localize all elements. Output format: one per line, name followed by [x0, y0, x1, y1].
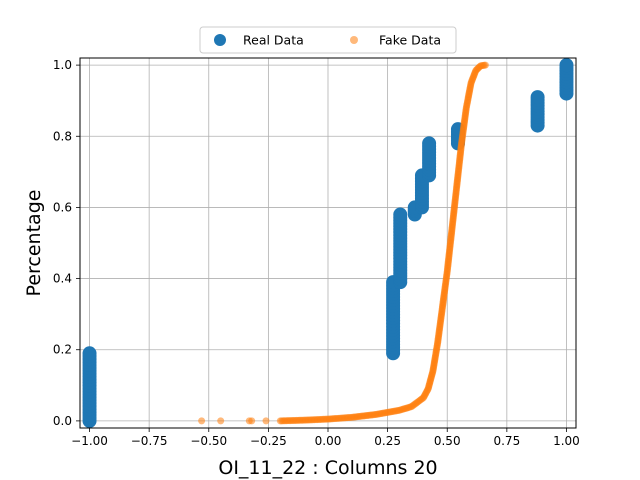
fake-data-point: [198, 417, 206, 425]
legend-marker-real: [214, 34, 226, 46]
real-data-point: [82, 346, 97, 361]
fake-data-point: [481, 61, 489, 69]
y-axis-title: Percentage: [23, 190, 45, 297]
x-tick-label: 0.25: [374, 434, 401, 448]
x-tick-label: 1.00: [553, 434, 580, 448]
fake-data-point: [248, 417, 256, 425]
legend-label-fake: Fake Data: [379, 33, 441, 48]
real-data-point: [393, 207, 408, 222]
x-axis-title: OI_11_22 : Columns 20: [218, 457, 437, 479]
data-marks: [82, 58, 574, 428]
fake-data-point: [262, 417, 270, 425]
x-tick-label: −0.75: [131, 434, 168, 448]
x-tick-label: 0.75: [493, 434, 520, 448]
real-data-point: [530, 90, 545, 105]
legend: Real Data Fake Data: [199, 26, 457, 54]
y-tick-label: 1.0: [53, 58, 72, 72]
real-data-point: [559, 58, 574, 73]
x-tick-label: −0.50: [190, 434, 227, 448]
x-tick-label: 0.50: [434, 434, 461, 448]
fake-data-point: [217, 417, 225, 425]
legend-marker-fake: [350, 36, 358, 44]
legend-label-real: Real Data: [243, 33, 304, 48]
y-tick-label: 0.6: [53, 200, 72, 214]
y-tick-label: 0.2: [53, 343, 72, 357]
x-axis-ticks: −1.00 −0.75 −0.50 −0.25 0.00 0.25 0.50 0.75 1.00: [71, 428, 580, 448]
y-tick-label: 0.0: [53, 414, 72, 428]
real-data-point: [422, 136, 437, 151]
x-tick-label: −0.25: [250, 434, 287, 448]
y-tick-label: 0.4: [53, 272, 72, 286]
legend-box: [199, 26, 457, 54]
y-tick-label: 0.8: [53, 129, 72, 143]
x-tick-label: 0.00: [315, 434, 342, 448]
x-tick-label: −1.00: [71, 434, 108, 448]
y-axis-ticks: 0.0 0.2 0.4 0.6 0.8 1.0: [53, 58, 80, 428]
